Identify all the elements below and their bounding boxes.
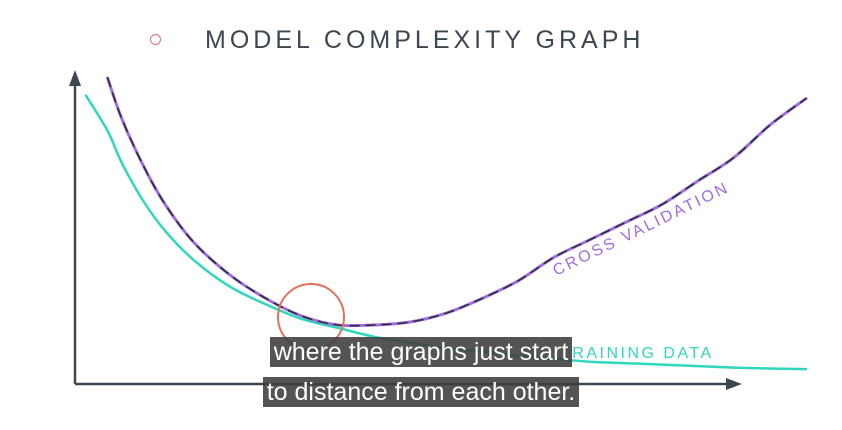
series-line-cross-validation-dash [106,77,807,327]
series-line-training-data [84,94,808,371]
training-data-label: TRAINING DATA [560,345,714,362]
highlight-circle [277,283,345,351]
x-axis-arrow-icon [726,378,742,390]
title-dot-icon [150,34,161,45]
y-axis-arrow-icon [69,70,81,86]
chart-title: MODEL COMPLEXITY GRAPH [205,26,645,54]
cross-validation-label: CROSS VALIDATION [550,179,732,279]
